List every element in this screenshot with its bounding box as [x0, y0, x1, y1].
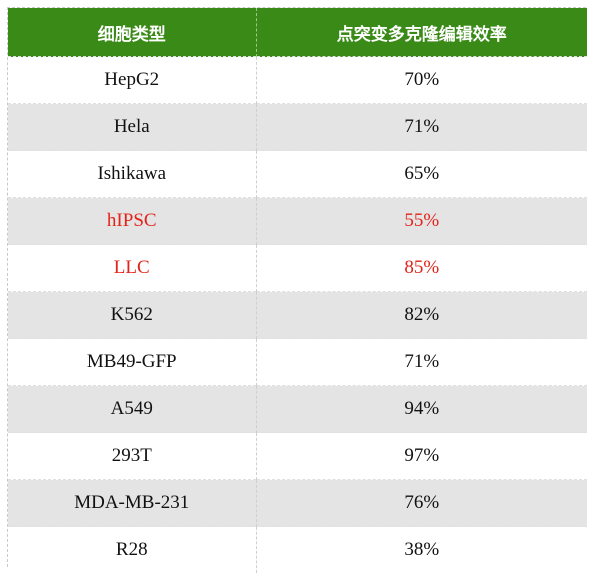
table-row: K562 82% — [8, 291, 587, 339]
table-row: LLC 85% — [8, 244, 587, 292]
efficiency-table: 细胞类型 点突变多克隆编辑效率 HepG2 70% Hela 71% Ishikawa 6… — [8, 8, 587, 573]
table-row: hIPSC 55% — [8, 197, 587, 245]
cell-type-cell: R28 — [8, 526, 257, 573]
efficiency-cell: 94% — [256, 385, 587, 433]
cell-type-cell: MB49-GFP — [8, 338, 257, 386]
efficiency-cell: 65% — [256, 150, 587, 198]
efficiency-table-container: 细胞类型 点突变多克隆编辑效率 HepG2 70% Hela 71% Ishikawa 6… — [7, 7, 587, 573]
cell-type-cell: Hela — [8, 103, 257, 151]
table-header: 细胞类型 点突变多克隆编辑效率 — [8, 8, 587, 57]
efficiency-cell: 82% — [256, 291, 587, 339]
table-body: HepG2 70% Hela 71% Ishikawa 65% hIPSC 55% LLC 85%… — [8, 56, 587, 573]
efficiency-cell: 71% — [256, 338, 587, 386]
efficiency-cell: 71% — [256, 103, 587, 151]
header-cell-type: 细胞类型 — [8, 8, 257, 57]
cell-type-cell: HepG2 — [8, 56, 257, 104]
table-row: 293T 97% — [8, 432, 587, 480]
efficiency-cell: 97% — [256, 432, 587, 480]
cell-type-cell: 293T — [8, 432, 257, 480]
cell-type-cell: Ishikawa — [8, 150, 257, 198]
cell-type-cell: K562 — [8, 291, 257, 339]
efficiency-cell: 85% — [256, 244, 587, 292]
table-row: MB49-GFP 71% — [8, 338, 587, 386]
table-row: HepG2 70% — [8, 56, 587, 104]
cell-type-cell: A549 — [8, 385, 257, 433]
table-row: A549 94% — [8, 385, 587, 433]
cell-type-cell: MDA-MB-231 — [8, 479, 257, 527]
table-row: Hela 71% — [8, 103, 587, 151]
cell-type-cell: hIPSC — [8, 197, 257, 245]
cell-type-cell: LLC — [8, 244, 257, 292]
table-row: MDA-MB-231 76% — [8, 479, 587, 527]
table-row: R28 38% — [8, 526, 587, 573]
efficiency-cell: 70% — [256, 56, 587, 104]
table-row: Ishikawa 65% — [8, 150, 587, 198]
efficiency-cell: 76% — [256, 479, 587, 527]
efficiency-cell: 55% — [256, 197, 587, 245]
efficiency-cell: 38% — [256, 526, 587, 573]
header-editing-efficiency: 点突变多克隆编辑效率 — [256, 8, 587, 57]
header-row: 细胞类型 点突变多克隆编辑效率 — [8, 8, 587, 57]
